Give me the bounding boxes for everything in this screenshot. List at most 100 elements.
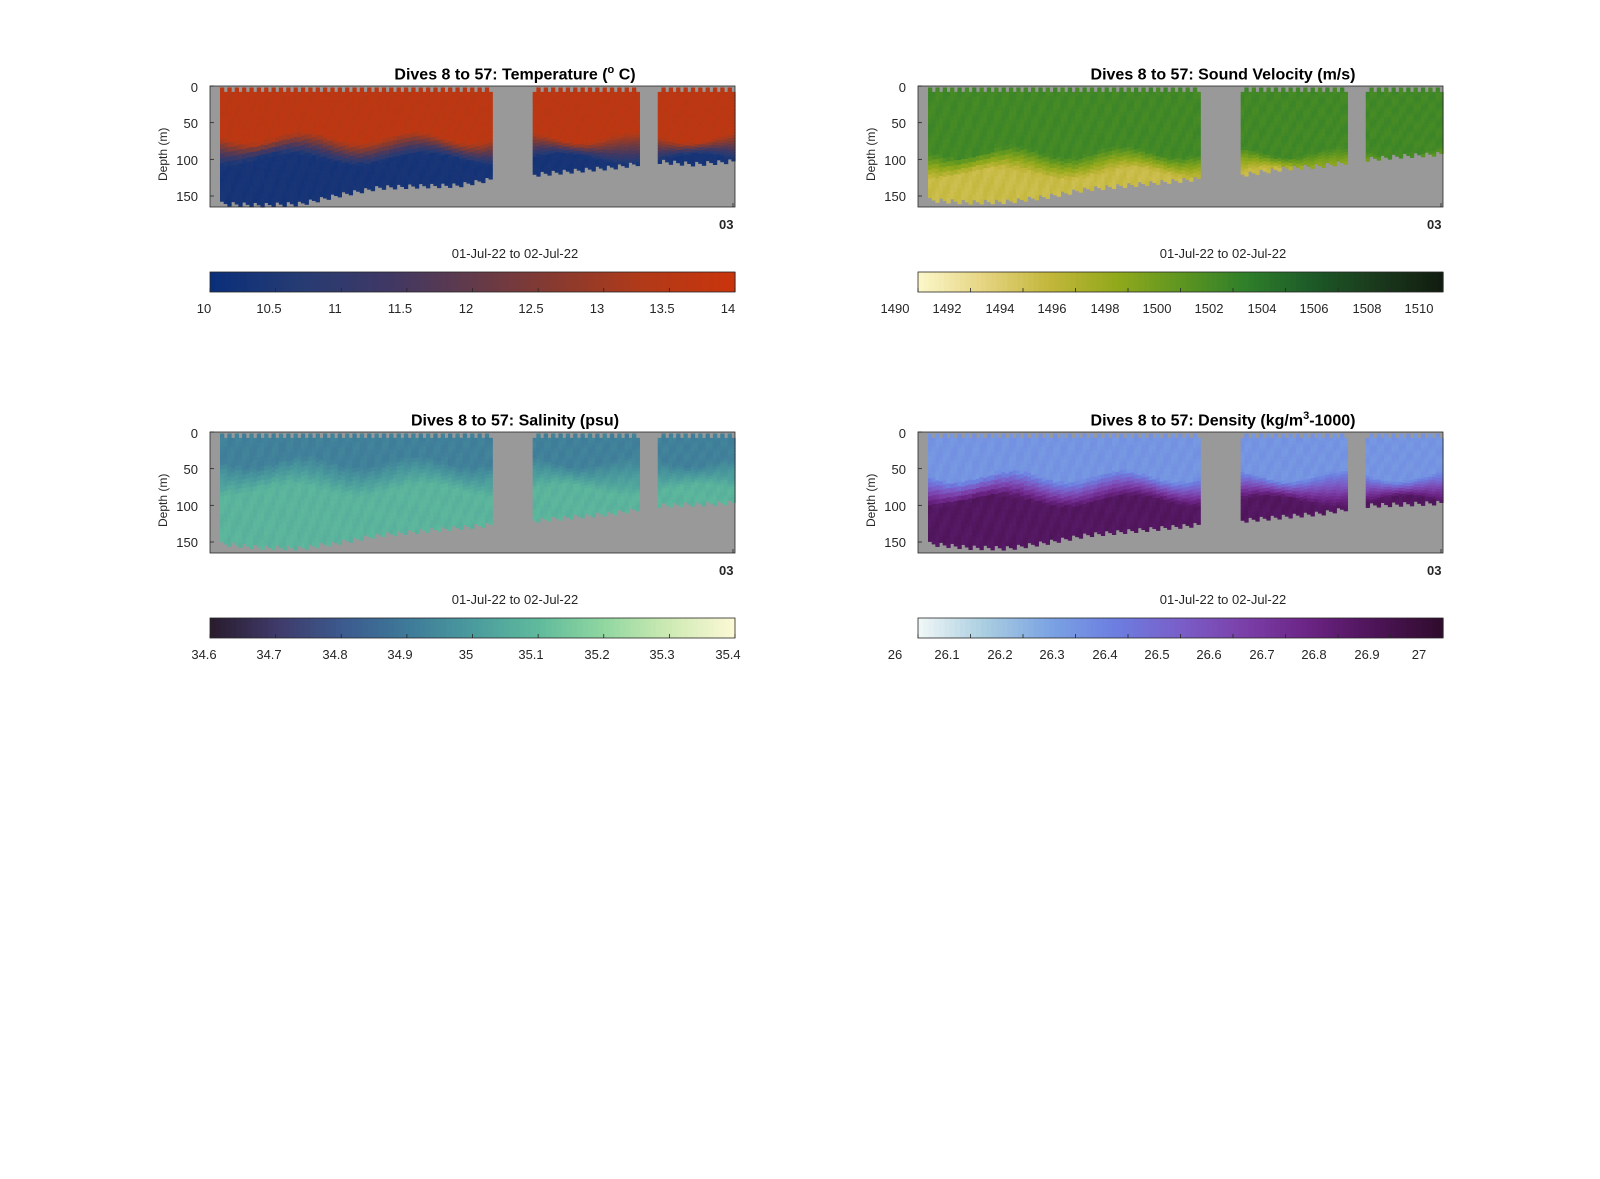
heatmap-cell: [964, 106, 970, 112]
heatmap-cell: [396, 139, 401, 145]
colorbar-swatch: [399, 272, 405, 292]
heatmap-cell: [617, 151, 622, 155]
heatmap-cell: [477, 134, 482, 139]
heatmap-cell: [315, 130, 320, 136]
heatmap-cell: [1189, 106, 1194, 112]
heatmap-cell: [234, 102, 239, 108]
heatmap-cell: [635, 137, 640, 142]
heatmap-cell: [227, 151, 232, 158]
heatmap-cell: [1104, 180, 1109, 186]
heatmap-cell: [429, 91, 434, 97]
heatmap-cell: [334, 139, 339, 145]
heatmap-cell: [672, 134, 677, 138]
heatmap-cell: [245, 110, 251, 116]
heatmap-cell: [701, 116, 707, 120]
heatmap-cell: [264, 101, 269, 108]
heatmap-cell: [1104, 103, 1109, 109]
heatmap-cell: [1064, 133, 1069, 139]
heatmap-cell: [341, 129, 346, 135]
heatmap-cell: [606, 149, 611, 154]
heatmap-cell: [407, 126, 412, 131]
colorbar-swatch: [262, 272, 269, 292]
heatmap-cell: [661, 93, 666, 98]
heatmap-cell: [584, 123, 589, 127]
heatmap-cell: [661, 132, 666, 136]
heatmap-cell: [939, 162, 944, 168]
heatmap-cell: [437, 131, 442, 137]
heatmap-cell: [367, 184, 372, 190]
heatmap-cell: [352, 147, 357, 152]
heatmap-cell: [352, 91, 357, 97]
heatmap-cell: [1008, 87, 1014, 93]
heatmap-cell: [245, 194, 251, 201]
heatmap-cell: [657, 94, 663, 99]
heatmap-cell: [437, 163, 442, 169]
heatmap-cell: [565, 125, 571, 130]
heatmap-cell: [440, 139, 445, 144]
heatmap-cell: [330, 145, 335, 151]
heatmap-cell: [990, 119, 995, 126]
heatmap-cell: [1019, 150, 1025, 156]
heatmap-cell: [392, 140, 398, 145]
heatmap-cell: [1251, 91, 1256, 96]
heatmap-cell: [245, 180, 251, 187]
heatmap-cell: [562, 127, 567, 132]
heatmap-cell: [253, 183, 258, 190]
heatmap-cell: [264, 106, 269, 113]
heatmap-cell: [389, 178, 394, 184]
heatmap-cell: [1111, 91, 1117, 97]
heatmap-cell: [286, 149, 291, 155]
heatmap-cell: [994, 134, 999, 140]
heatmap-cell: [1192, 139, 1198, 144]
heatmap-cell: [396, 143, 401, 149]
heatmap-cell: [1067, 114, 1073, 120]
heatmap-cell: [598, 158, 604, 163]
heatmap-cell: [242, 106, 247, 112]
heatmap-cell: [716, 154, 721, 158]
heatmap-cell: [433, 107, 438, 113]
heatmap-cell: [1185, 144, 1190, 150]
heatmap-cell: [473, 135, 479, 140]
heatmap-cell: [363, 103, 368, 109]
heatmap-cell: [720, 149, 725, 153]
heatmap-cell: [356, 145, 361, 151]
heatmap-cell: [359, 166, 365, 172]
heatmap-cell: [448, 154, 453, 159]
heatmap-cell: [1056, 183, 1062, 189]
heatmap-cell: [983, 159, 988, 165]
heatmap-cell: [1108, 91, 1113, 97]
heatmap-cell: [264, 183, 269, 189]
heatmap-cell: [275, 110, 280, 116]
heatmap-cell: [451, 144, 457, 150]
heatmap-cell: [716, 103, 721, 107]
heatmap-cell: [1130, 157, 1135, 162]
heatmap-cell: [392, 132, 398, 137]
heatmap-cell: [407, 114, 412, 120]
heatmap-cell: [698, 112, 703, 117]
heatmap-cell: [1005, 190, 1010, 196]
heatmap-cell: [1178, 103, 1183, 108]
heatmap-cell: [551, 153, 556, 158]
heatmap-cell: [389, 132, 394, 138]
heatmap-cell: [1170, 129, 1176, 134]
heatmap-cell: [983, 91, 988, 97]
heatmap-cell: [1141, 111, 1146, 117]
heatmap-cell: [683, 142, 688, 147]
heatmap-cell: [481, 125, 486, 131]
heatmap-cell: [950, 156, 955, 163]
heatmap-cell: [617, 138, 622, 143]
heatmap-cell: [400, 135, 405, 140]
heatmap-cell: [370, 100, 376, 105]
heatmap-cell: [1134, 165, 1139, 171]
heatmap-cell: [964, 125, 970, 131]
heatmap-cell: [606, 159, 611, 163]
heatmap-cell: [723, 124, 729, 129]
heatmap-cell: [451, 148, 457, 154]
heatmap-cell: [1071, 132, 1076, 138]
heatmap-cell: [359, 122, 365, 128]
heatmap-cell: [455, 128, 460, 133]
heatmap-cell: [278, 106, 284, 113]
colorbar-swatch: [540, 272, 547, 292]
heatmap-cell: [540, 121, 545, 126]
heatmap-cell: [687, 91, 692, 96]
